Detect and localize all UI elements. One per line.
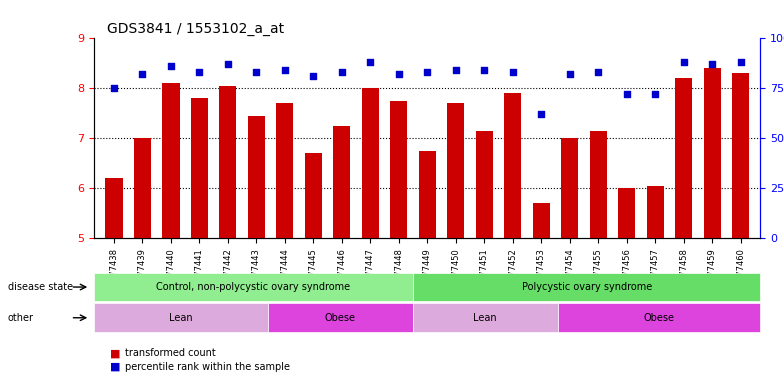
Point <box>449 67 462 73</box>
Point <box>165 63 177 70</box>
Point <box>136 71 149 78</box>
Point <box>222 61 234 68</box>
Text: ■: ■ <box>110 348 120 358</box>
Text: Polycystic ovary syndrome: Polycystic ovary syndrome <box>521 282 652 292</box>
Point <box>250 69 263 75</box>
Text: percentile rank within the sample: percentile rank within the sample <box>125 362 290 372</box>
Bar <box>162 83 180 238</box>
Bar <box>703 68 720 238</box>
Bar <box>561 138 579 238</box>
Bar <box>248 116 265 238</box>
Point <box>364 59 376 65</box>
Text: transformed count: transformed count <box>125 348 216 358</box>
Point <box>478 67 491 73</box>
Text: Obese: Obese <box>644 313 674 323</box>
Bar <box>361 88 379 238</box>
Bar <box>447 103 464 238</box>
Point <box>421 69 434 75</box>
Bar <box>220 86 237 238</box>
Text: Control, non-polycystic ovary syndrome: Control, non-polycystic ovary syndrome <box>156 282 350 292</box>
Point <box>592 69 604 75</box>
Bar <box>647 186 663 238</box>
Text: ■: ■ <box>110 362 120 372</box>
Bar <box>675 78 692 238</box>
Bar <box>590 131 607 238</box>
Bar <box>476 131 493 238</box>
Point <box>193 69 205 75</box>
Text: Obese: Obese <box>325 313 356 323</box>
Bar <box>333 126 350 238</box>
Bar <box>419 151 436 238</box>
Point <box>706 61 718 68</box>
Point <box>107 85 120 91</box>
Bar <box>732 73 749 238</box>
Bar <box>532 203 550 238</box>
Point <box>564 71 576 78</box>
Point <box>307 73 320 79</box>
Text: disease state: disease state <box>8 282 73 292</box>
Bar <box>618 188 635 238</box>
Point <box>535 111 547 118</box>
Bar <box>106 178 122 238</box>
Point <box>620 91 633 98</box>
Text: Lean: Lean <box>474 313 497 323</box>
Point <box>506 69 519 75</box>
Bar <box>390 101 408 238</box>
Point <box>393 71 405 78</box>
Point <box>735 59 747 65</box>
Point <box>336 69 348 75</box>
Point <box>278 67 291 73</box>
Bar <box>134 138 151 238</box>
Bar <box>276 103 293 238</box>
Text: other: other <box>8 313 34 323</box>
Point <box>649 91 662 98</box>
Bar <box>191 98 208 238</box>
Bar <box>504 93 521 238</box>
Point <box>677 59 690 65</box>
Text: GDS3841 / 1553102_a_at: GDS3841 / 1553102_a_at <box>107 22 285 36</box>
Bar <box>305 153 322 238</box>
Text: Lean: Lean <box>169 313 193 323</box>
